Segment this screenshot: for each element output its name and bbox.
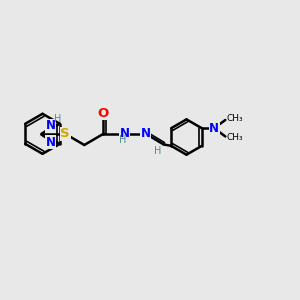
Text: S: S xyxy=(60,127,70,140)
Text: O: O xyxy=(98,107,109,120)
Text: N: N xyxy=(209,122,219,135)
Text: N: N xyxy=(141,127,151,140)
Text: N: N xyxy=(46,136,56,149)
Text: CH₃: CH₃ xyxy=(226,114,243,123)
Text: N: N xyxy=(46,119,56,132)
Text: H: H xyxy=(54,114,62,124)
Text: CH₃: CH₃ xyxy=(226,134,243,142)
Text: N: N xyxy=(120,127,130,140)
Text: H: H xyxy=(154,146,161,156)
Text: H: H xyxy=(119,135,127,145)
